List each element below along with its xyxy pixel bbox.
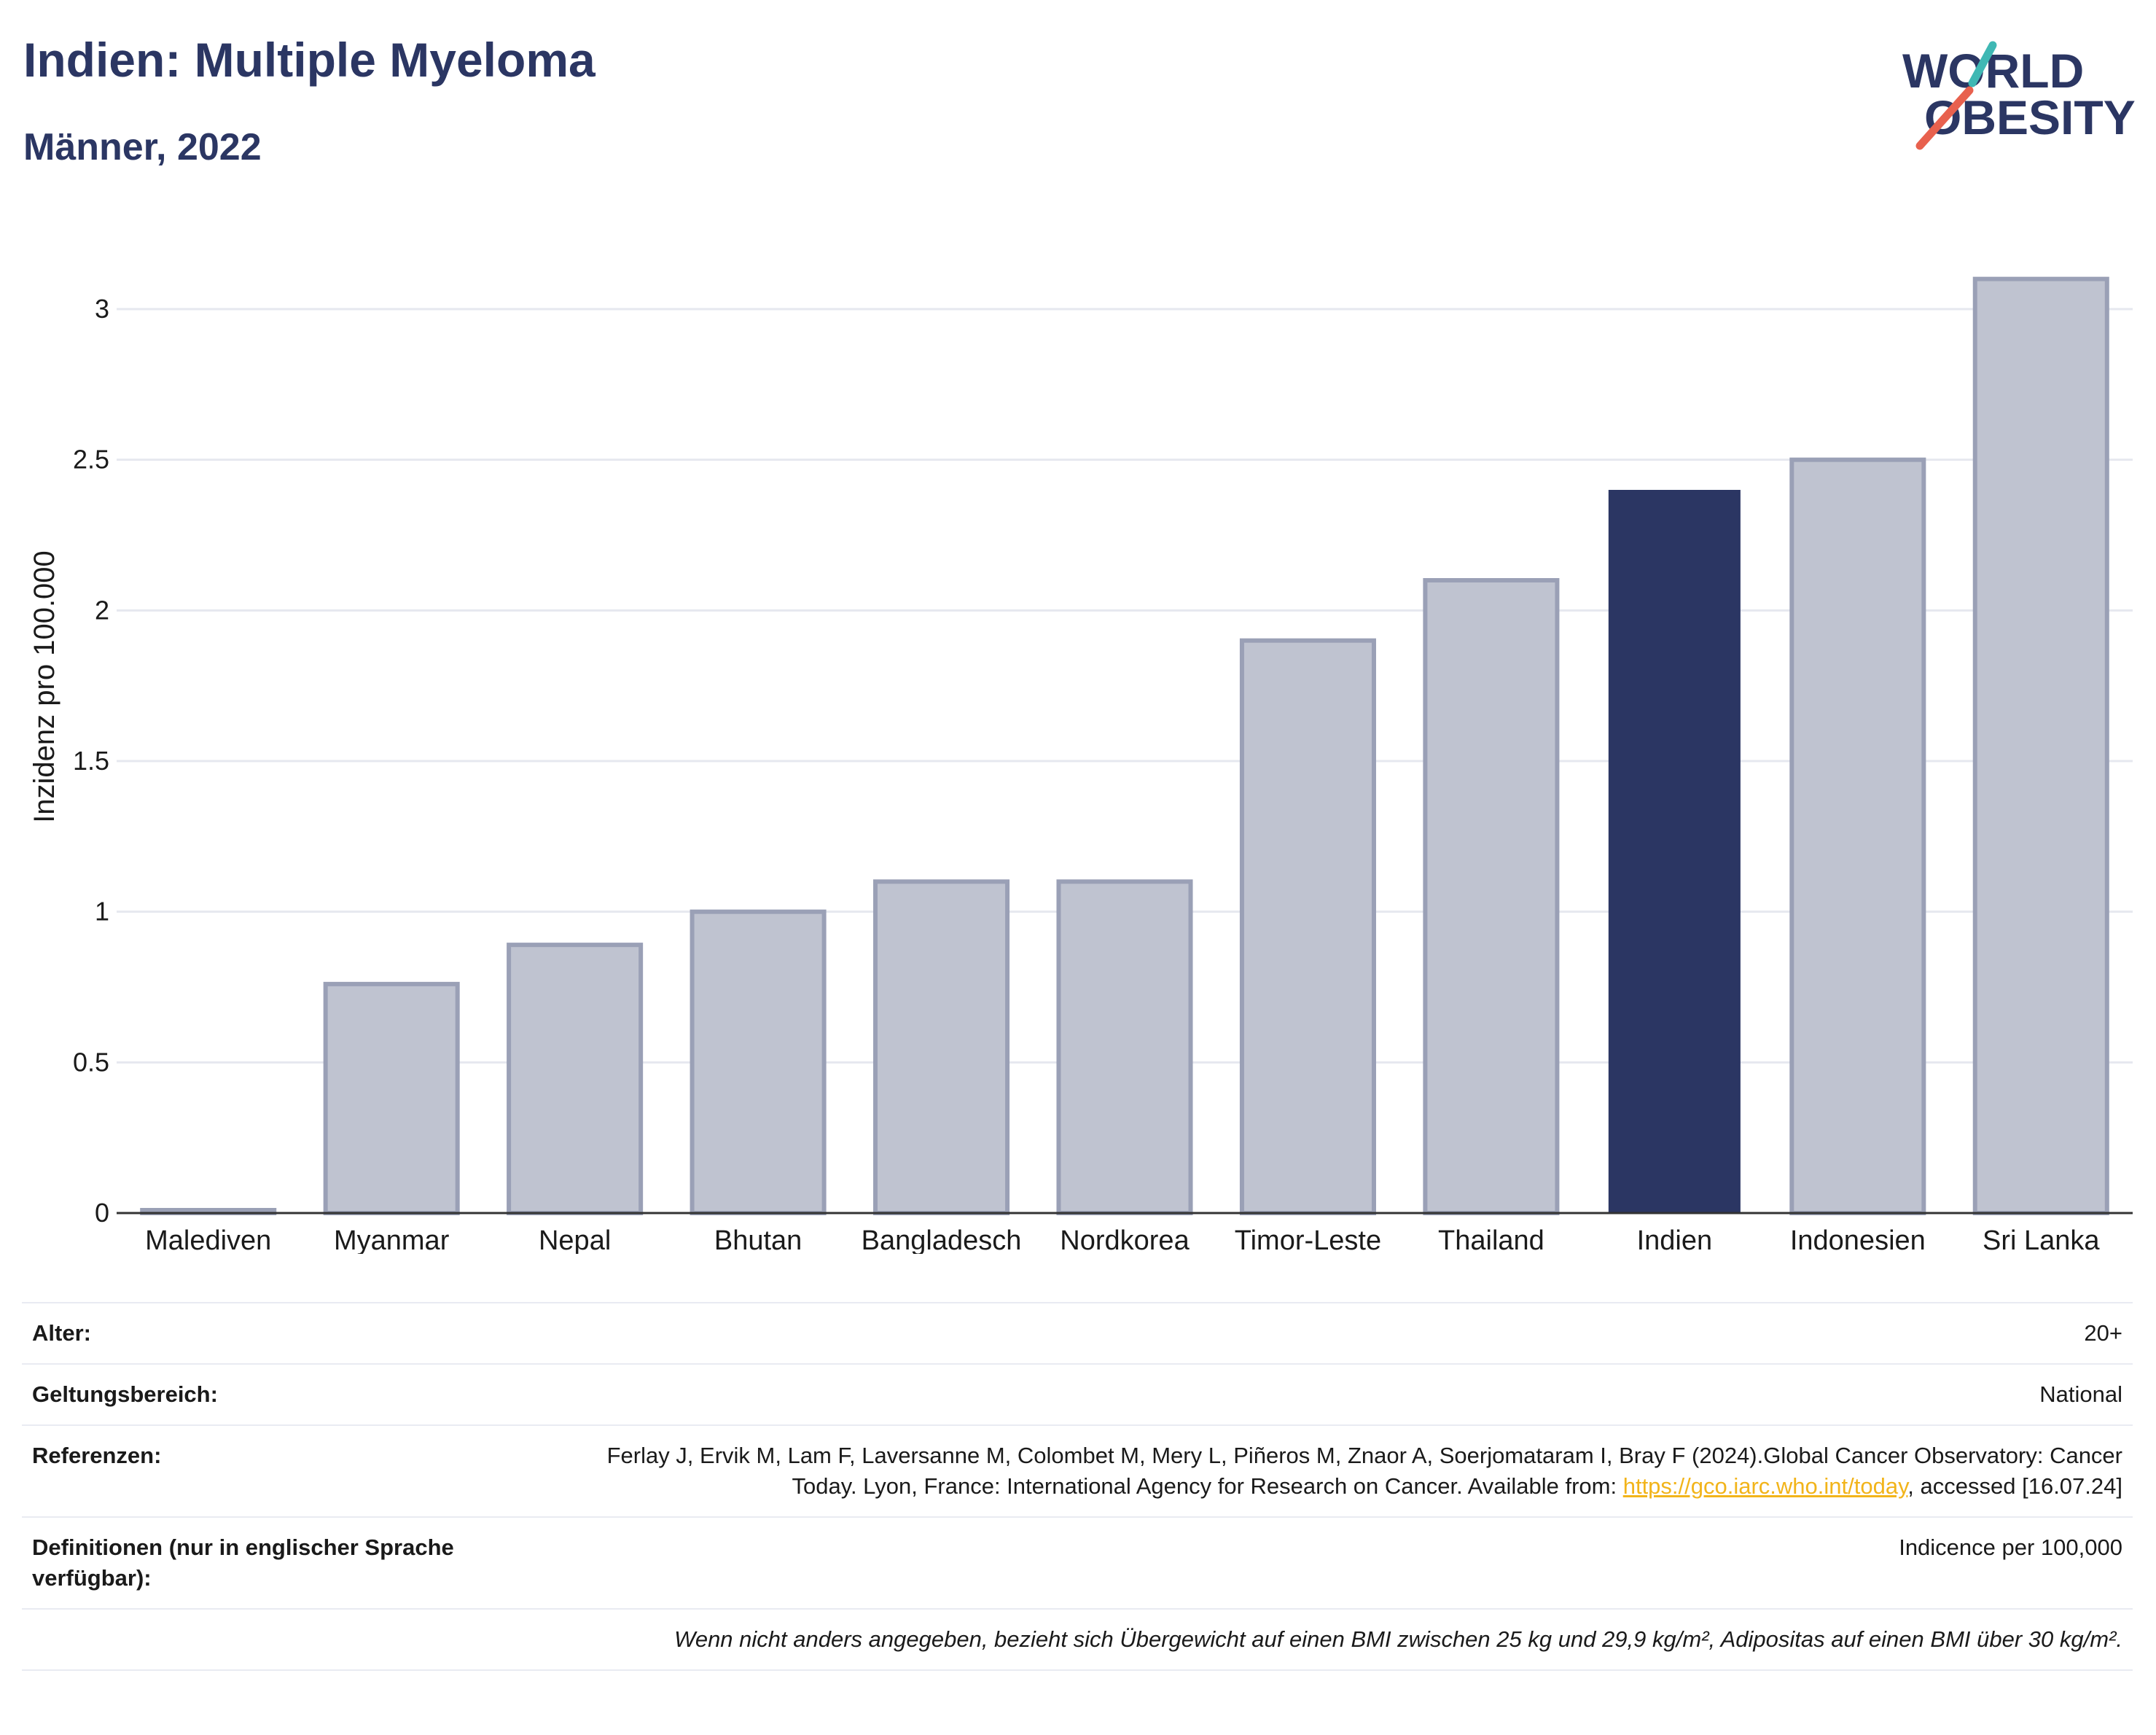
info-value-geltungsbereich: National — [2039, 1381, 2122, 1407]
bar-chart: 0 0.5 1 1.5 2 2.5 3 Malediven Myanmar Nepal Bhuta… — [28, 276, 2133, 1254]
info-row-note: Wenn nicht anders angegeben, bezieht sic… — [22, 1608, 2133, 1671]
x-tick-label: Nepal — [539, 1225, 611, 1254]
chart-title: Indien: Multiple Myeloma — [23, 33, 595, 87]
bar-sri-lanka — [1972, 276, 2109, 1216]
info-row-alter: Alter: 20+ — [22, 1302, 2133, 1363]
y-tick-label: 2 — [95, 595, 109, 625]
info-label-geltungsbereich: Geltungsbereich: — [32, 1381, 218, 1407]
y-tick-label: 2.5 — [73, 445, 109, 475]
bar-myanmar — [323, 981, 460, 1216]
bar-nepal — [507, 943, 644, 1216]
x-tick-label: Nordkorea — [1060, 1225, 1190, 1254]
x-tick-label: Myanmar — [334, 1225, 450, 1254]
info-table: Alter: 20+ Geltungsbereich: National Ref… — [22, 1302, 2133, 1671]
info-row-referenzen: Referenzen: Ferlay J, Ervik M, Lam F, La… — [22, 1424, 2133, 1516]
reference-link[interactable]: https://gco.iarc.who.int/today — [1622, 1473, 1908, 1499]
info-label-alter: Alter: — [32, 1320, 91, 1346]
world-obesity-logo: WORLD OBESITY — [1902, 41, 2136, 150]
bar-indonesien — [1789, 457, 1926, 1216]
bar-bangladesch — [873, 879, 1010, 1215]
reference-accessed: , accessed [16.07.24] — [1907, 1473, 2122, 1499]
y-tick-label: 3 — [95, 294, 109, 324]
info-value-definitionen: Indicence per 100,000 — [1899, 1535, 2122, 1560]
y-axis-label: Inzidenz pro 100.000 — [28, 550, 60, 823]
logo-slash-top — [1968, 41, 1997, 87]
chart-subtitle: Männer, 2022 — [23, 126, 262, 168]
logo-line-obesity: OBESITY — [1924, 90, 2136, 144]
y-tick-label: 0.5 — [73, 1047, 109, 1077]
bar-timor-leste — [1239, 638, 1376, 1215]
logo-slash-bottom — [1915, 86, 1974, 150]
bar-nordkorea — [1056, 879, 1193, 1215]
info-value-alter: 20+ — [2084, 1320, 2122, 1346]
bar-indien — [1608, 490, 1741, 1213]
info-row-definitionen: Definitionen (nur in englischer Sprache … — [22, 1516, 2133, 1608]
y-tick-label: 1 — [95, 897, 109, 927]
bars — [140, 276, 2109, 1216]
reference-text: Ferlay J, Ervik M, Lam F, Laversanne M, … — [606, 1443, 2122, 1499]
y-tick-label: 1.5 — [73, 746, 109, 776]
x-tick-label: Timor-Leste — [1235, 1225, 1381, 1254]
x-tick-label: Bangladesch — [862, 1225, 1022, 1254]
info-value-referenzen: Ferlay J, Ervik M, Lam F, Laversanne M, … — [548, 1440, 2122, 1502]
x-tick-label: Thailand — [1438, 1225, 1544, 1254]
x-tick-label: Malediven — [145, 1225, 271, 1254]
info-row-geltungsbereich: Geltungsbereich: National — [22, 1363, 2133, 1424]
x-tick-label: Indonesien — [1790, 1225, 1926, 1254]
y-tick-label: 0 — [95, 1198, 109, 1228]
x-tick-label: Bhutan — [714, 1225, 802, 1254]
x-tick-label: Sri Lanka — [1983, 1225, 2100, 1254]
info-label-definitionen: Definitionen (nur in englischer Sprache … — [32, 1535, 454, 1591]
info-label-referenzen: Referenzen: — [32, 1443, 162, 1468]
bar-bhutan — [690, 909, 827, 1216]
x-tick-label: Indien — [1637, 1225, 1713, 1254]
bar-thailand — [1423, 578, 1560, 1215]
bmi-note: Wenn nicht anders angegeben, bezieht sic… — [674, 1626, 2122, 1652]
x-tick-labels: Malediven Myanmar Nepal Bhutan Bangladesch No… — [145, 1225, 2100, 1254]
y-tick-labels: 0 0.5 1 1.5 2 2.5 3 — [73, 294, 109, 1228]
